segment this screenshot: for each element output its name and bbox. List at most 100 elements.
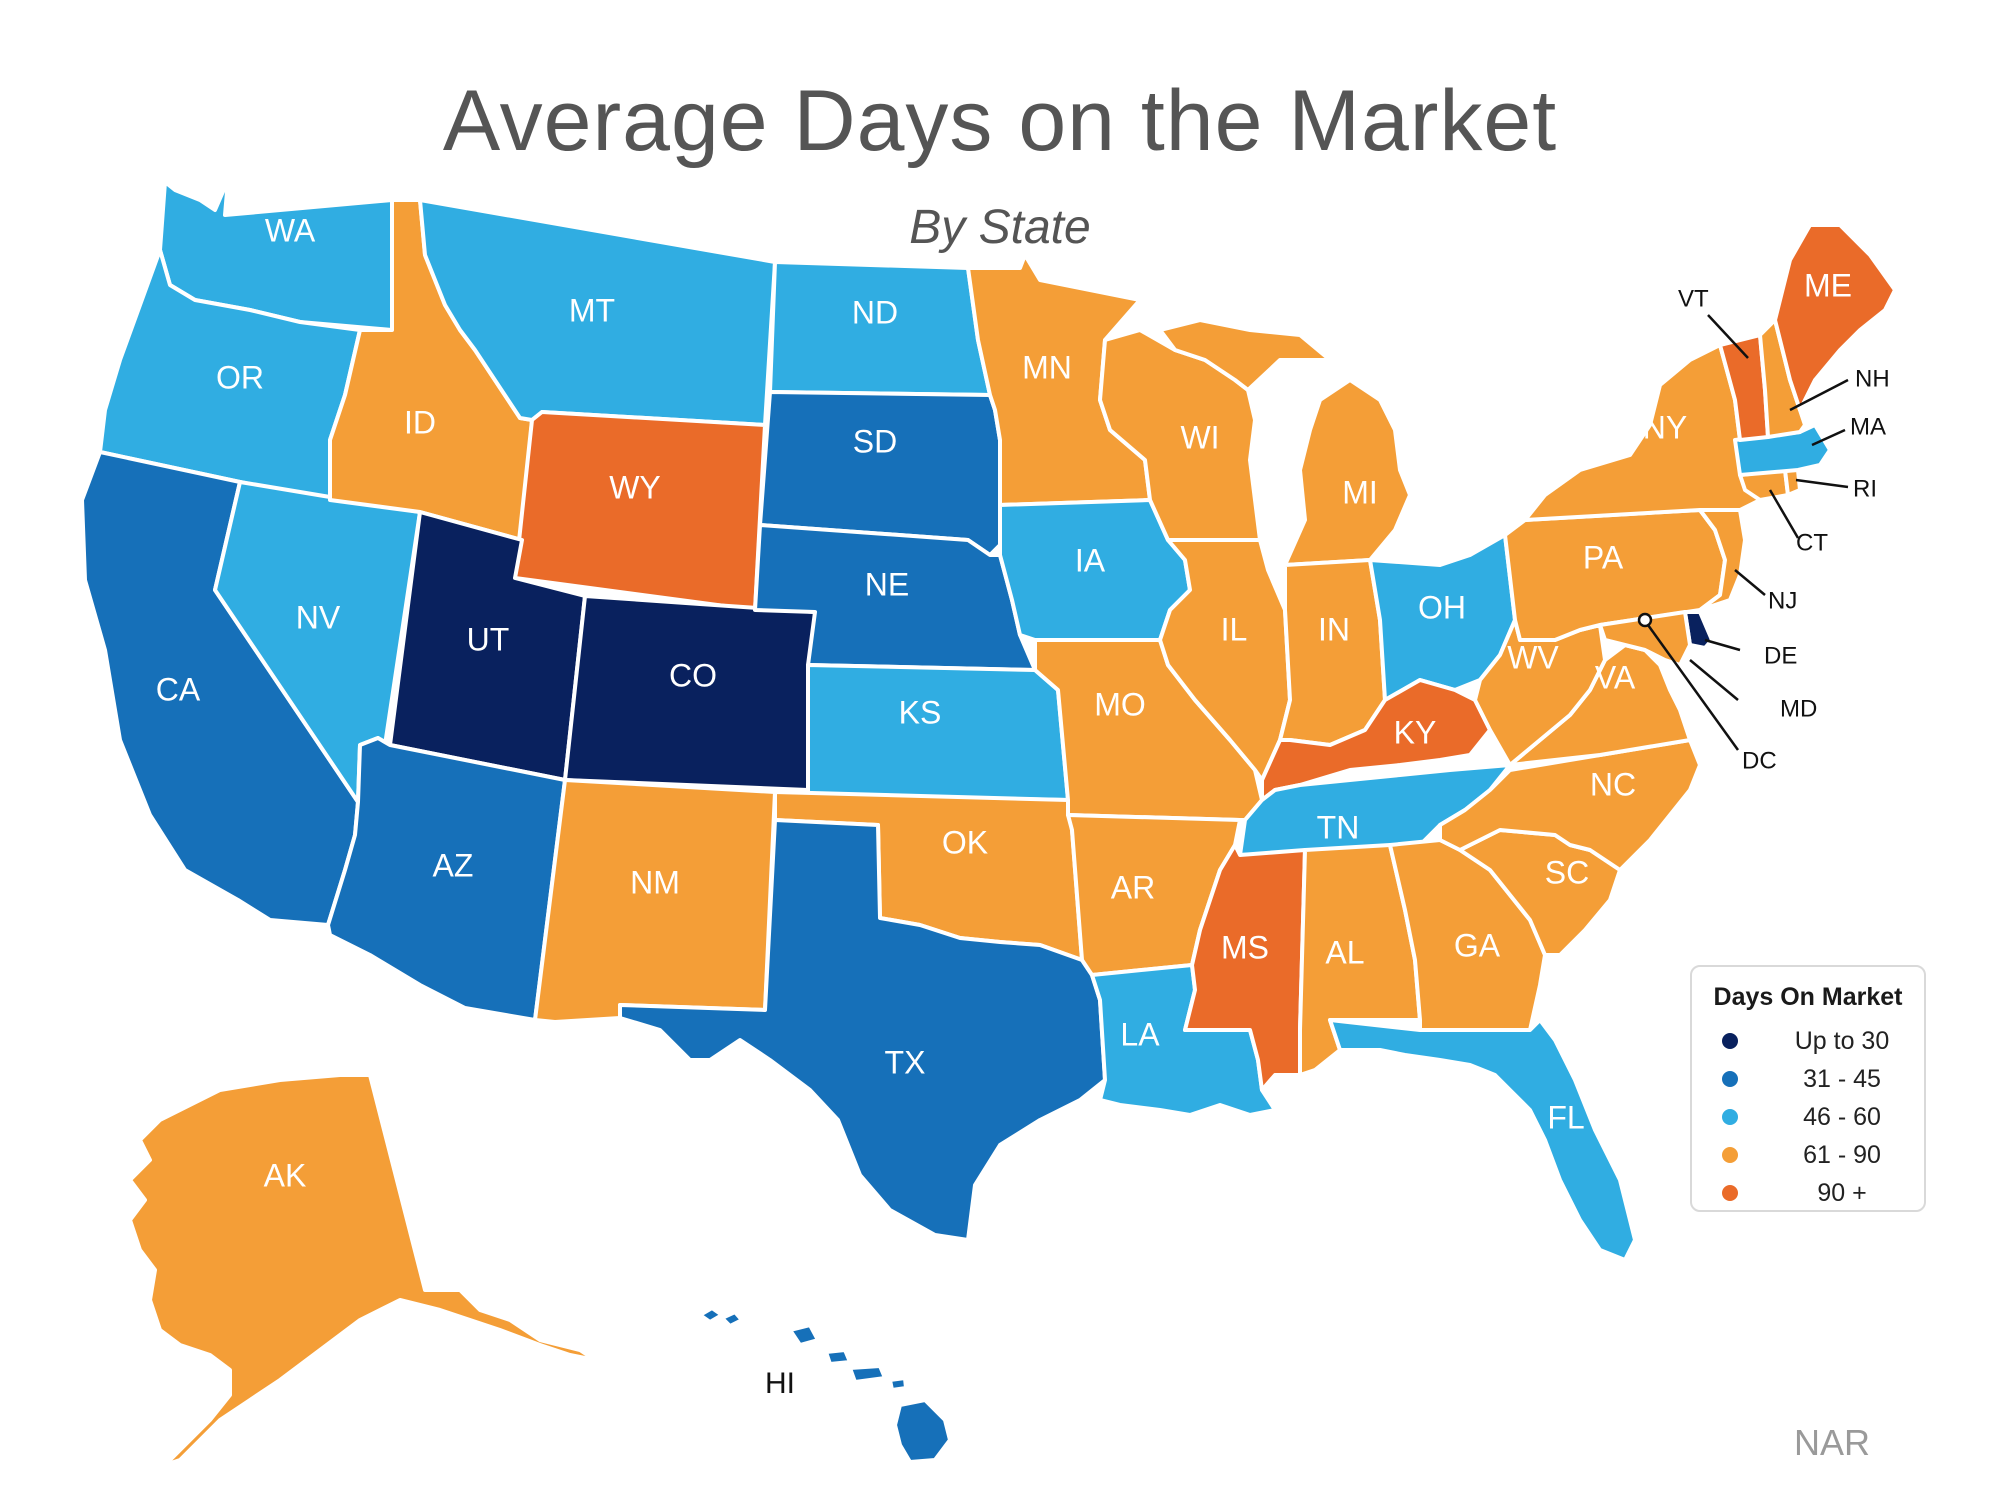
legend-swatch (1722, 1109, 1738, 1125)
legend-label: 61 - 90 (1803, 1141, 1881, 1169)
state-label-ND: ND (852, 294, 898, 330)
state-label-AR: AR (1111, 869, 1155, 905)
state-label-OK: OK (942, 824, 988, 860)
legend-label: 90 + (1817, 1179, 1867, 1207)
state-label-UT: UT (467, 621, 510, 657)
leader-NH (1789, 378, 1849, 412)
state-label-VT: VT (1678, 285, 1709, 312)
state-label-SC: SC (1545, 854, 1589, 890)
state-label-MN: MN (1022, 349, 1072, 385)
state-label-DC: DC (1742, 747, 1777, 774)
leader-MA (1811, 428, 1846, 447)
state-shapes (80, 178, 1897, 1467)
state-label-WY: WY (609, 469, 661, 505)
leader-VT (1707, 314, 1749, 359)
state-label-NH: NH (1855, 365, 1890, 392)
state-label-SD: SD (853, 423, 897, 459)
state-label-IA: IA (1075, 542, 1106, 578)
state-IN (1278, 558, 1387, 747)
legend: Days On Market Up to 30 31 - 45 46 - 60 … (1690, 965, 1926, 1212)
legend-swatch (1722, 1147, 1738, 1163)
state-MI (1158, 318, 1412, 567)
state-label-IN: IN (1318, 611, 1350, 647)
state-AK (128, 1073, 597, 1467)
state-label-WA: WA (265, 212, 316, 248)
state-label-WI: WI (1180, 419, 1219, 455)
state-label-NC: NC (1590, 766, 1636, 802)
state-label-DE: DE (1764, 642, 1797, 669)
state-label-AZ: AZ (433, 847, 474, 883)
legend-label: Up to 30 (1794, 1027, 1890, 1055)
state-label-WV: WV (1507, 639, 1559, 675)
map-subtitle: By State (909, 201, 1091, 254)
state-label-AK: AK (264, 1157, 307, 1193)
legend-swatch (1722, 1185, 1738, 1201)
state-label-CA: CA (156, 671, 201, 707)
state-label-VA: VA (1595, 659, 1636, 695)
leader-DE (1704, 638, 1741, 652)
legend-title: Days On Market (1713, 983, 1903, 1011)
state-HI (698, 1306, 952, 1464)
state-label-TN: TN (1317, 809, 1360, 845)
state-label-MT: MT (569, 292, 615, 328)
state-label-NY: NY (1643, 409, 1687, 445)
state-label-CO: CO (669, 657, 717, 693)
leader-CT (1768, 489, 1800, 539)
legend-swatch (1722, 1033, 1738, 1049)
state-label-ME: ME (1804, 267, 1852, 303)
leader-DC (1646, 624, 1740, 751)
state-label-RI: RI (1853, 475, 1877, 502)
state-KY (1260, 678, 1492, 802)
legend-label: 46 - 60 (1803, 1103, 1881, 1131)
state-label-OH: OH (1418, 589, 1466, 625)
state-label-KS: KS (899, 694, 942, 730)
state-label-MI: MI (1342, 474, 1378, 510)
state-label-MD: MD (1780, 695, 1817, 722)
legend-item-61-90: 61 - 90 (1722, 1141, 1912, 1171)
state-label-PA: PA (1583, 539, 1624, 575)
state-label-MA: MA (1850, 413, 1886, 440)
state-label-HI: HI (765, 1367, 795, 1400)
state-WY (513, 410, 767, 612)
state-label-NE: NE (865, 566, 909, 602)
leader-MD (1689, 659, 1739, 701)
map-title: Average Days on the Market (442, 73, 1558, 169)
state-label-GA: GA (1454, 927, 1501, 963)
legend-label: 31 - 45 (1803, 1065, 1881, 1093)
state-label-AL: AL (1325, 934, 1364, 970)
state-NC (1438, 738, 1702, 872)
state-NM (533, 778, 777, 1024)
state-AZ (326, 736, 567, 1022)
dc-marker (1637, 612, 1653, 628)
legend-item-46-60: 46 - 60 (1722, 1103, 1912, 1133)
legend-swatch (1722, 1071, 1738, 1087)
state-label-FL: FL (1547, 1099, 1584, 1135)
state-RI (1783, 468, 1802, 497)
state-label-NM: NM (630, 864, 680, 900)
state-label-NV: NV (296, 599, 341, 635)
legend-item-31-45: 31 - 45 (1722, 1065, 1912, 1095)
state-TX (618, 818, 1107, 1242)
legend-item-90-plus: 90 + (1722, 1179, 1912, 1209)
state-labels: WA OR CA NV ID MT WY UT CO AZ NM ND SD NE KS OK TX MN IA MO… (156, 212, 1890, 1399)
state-label-OR: OR (216, 359, 264, 395)
legend-item-up-to-30: Up to 30 (1722, 1027, 1912, 1057)
state-label-MO: MO (1094, 686, 1146, 722)
state-label-TX: TX (885, 1044, 926, 1080)
state-label-MS: MS (1221, 929, 1269, 965)
state-label-KY: KY (1394, 714, 1437, 750)
leader-RI (1795, 478, 1849, 489)
state-label-CT: CT (1796, 529, 1828, 556)
state-label-LA: LA (1120, 1016, 1160, 1052)
state-MT (418, 198, 777, 427)
state-ME (1773, 223, 1897, 412)
state-IL (1158, 538, 1292, 782)
state-label-NJ: NJ (1768, 587, 1797, 614)
state-label-ID: ID (404, 404, 436, 440)
state-KS (806, 663, 1070, 802)
leader-NJ (1734, 569, 1766, 596)
source-credit: NAR (1794, 1422, 1871, 1463)
state-NJ (1698, 508, 1747, 612)
state-label-IL: IL (1221, 611, 1248, 647)
